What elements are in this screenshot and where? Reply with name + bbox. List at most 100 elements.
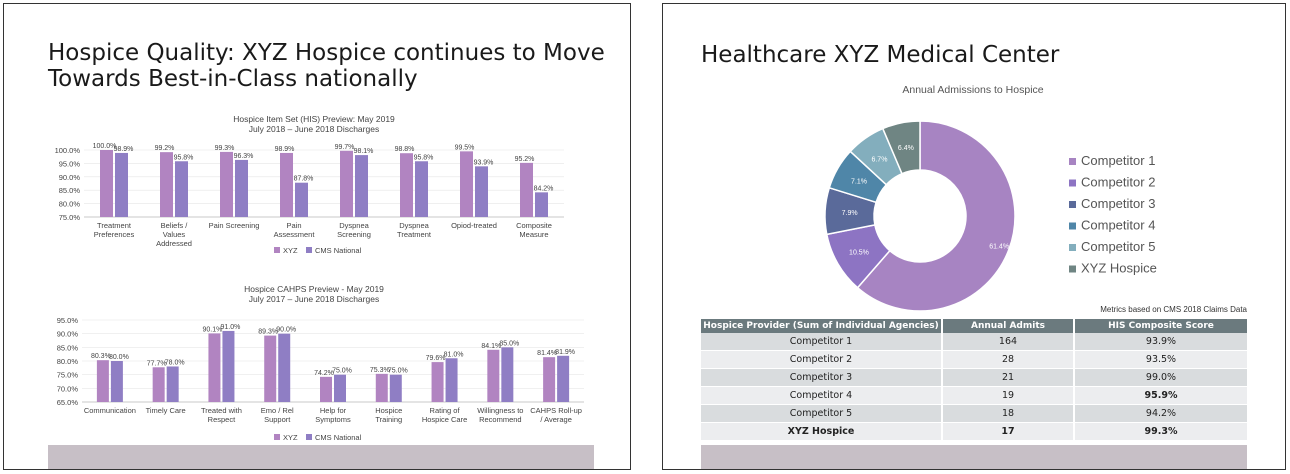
bar-xyz bbox=[220, 151, 233, 217]
data-label: 84.1% bbox=[481, 343, 501, 350]
data-label: 75.0% bbox=[388, 368, 408, 375]
data-label: 80.3% bbox=[91, 353, 111, 360]
category-label: Preferences bbox=[94, 230, 135, 239]
provider-cell: Competitor 2 bbox=[701, 350, 942, 369]
donut-title: Annual Admissions to Hospice bbox=[902, 84, 1043, 96]
hospice-provider-table: Hospice Provider (Sum of Individual Agen… bbox=[701, 319, 1247, 441]
data-label: 98.8% bbox=[395, 146, 415, 153]
category-label: Emo / Rel bbox=[261, 406, 294, 415]
provider-cell: Competitor 3 bbox=[701, 368, 942, 387]
data-label: 99.7% bbox=[335, 144, 355, 151]
category-label: Timely Care bbox=[146, 406, 186, 415]
admits-cell: 19 bbox=[941, 386, 1074, 405]
y-tick-label: 75.0% bbox=[57, 371, 79, 380]
category-label: Rating of bbox=[430, 406, 461, 415]
bar-cms bbox=[334, 374, 346, 402]
data-label: 90.0% bbox=[276, 327, 296, 334]
data-label: 81.9% bbox=[555, 349, 575, 356]
data-label: 81.0% bbox=[444, 351, 464, 358]
category-label: Dyspnea bbox=[339, 221, 369, 230]
data-label: 87.8% bbox=[294, 176, 314, 183]
admissions-donut-chart: Annual Admissions to Hospice 61.4% 10.5% 7.… bbox=[824, 84, 1157, 312]
admits-cell: 17 bbox=[941, 422, 1074, 441]
data-label: 95.8% bbox=[414, 154, 434, 161]
category-label: Hospice Care bbox=[422, 415, 467, 424]
category-label: Measure bbox=[519, 230, 548, 239]
category-label: Composite bbox=[516, 221, 552, 230]
data-label: 79.6% bbox=[426, 355, 446, 362]
bar-xyz bbox=[320, 376, 332, 402]
slide-medical-center: Healthcare XYZ Medical Center Annual Adm… bbox=[662, 3, 1286, 470]
bar-xyz bbox=[431, 362, 444, 402]
category-label: Symptoms bbox=[315, 415, 351, 424]
legend-label: Competitor 4 bbox=[1081, 218, 1155, 233]
legend-label: Competitor 2 bbox=[1081, 175, 1155, 190]
data-label: 78.0% bbox=[165, 359, 185, 366]
bar-xyz bbox=[487, 349, 500, 402]
admits-cell: 21 bbox=[941, 368, 1074, 387]
chart-subtitle: July 2017 – June 2018 Discharges bbox=[249, 294, 379, 304]
bar-cms bbox=[415, 161, 428, 217]
category-label: Pain bbox=[286, 221, 301, 230]
score-cell: 99.0% bbox=[1073, 368, 1247, 387]
data-label: 93.9% bbox=[474, 159, 494, 166]
bar-xyz bbox=[543, 357, 556, 402]
data-label: 99.5% bbox=[455, 144, 475, 151]
bar-cms bbox=[278, 333, 291, 402]
category-label: Respect bbox=[208, 415, 236, 424]
slide-title: Hospice Quality: XYZ Hospice continues t… bbox=[48, 40, 605, 92]
category-label: Beliefs / bbox=[161, 221, 189, 230]
table-row: Competitor 5 18 94.2% bbox=[701, 404, 1247, 423]
category-label: Hospice bbox=[375, 406, 402, 415]
bar-cms bbox=[501, 347, 514, 402]
legend-label: CMS National bbox=[315, 433, 362, 442]
slice-label: 7.9% bbox=[842, 210, 858, 217]
table-row: Competitor 2 28 93.5% bbox=[701, 350, 1247, 369]
admits-cell: 18 bbox=[941, 404, 1074, 423]
data-label: 85.0% bbox=[499, 340, 519, 347]
chart-title: Hospice Item Set (HIS) Preview: May 2019 bbox=[233, 114, 395, 124]
category-label: Dyspnea bbox=[399, 221, 429, 230]
y-tick-label: 85.0% bbox=[59, 186, 81, 195]
legend-swatch bbox=[306, 434, 312, 440]
legend-swatch bbox=[274, 247, 280, 253]
category-label: Support bbox=[264, 415, 291, 424]
category-label: Opiod-treated bbox=[451, 221, 497, 230]
score-cell: 99.3% bbox=[1073, 422, 1247, 441]
data-label: 75.3% bbox=[370, 367, 390, 374]
legend-swatch bbox=[1069, 201, 1076, 208]
category-label: Recommend bbox=[479, 415, 522, 424]
category-label: CAHPS Roll-up bbox=[530, 406, 582, 415]
category-label: Assessment bbox=[274, 230, 316, 239]
y-tick-label: 95.0% bbox=[57, 316, 79, 325]
data-label: 95.8% bbox=[174, 154, 194, 161]
bar-cms bbox=[222, 330, 235, 402]
table-row: XYZ Hospice 17 99.3% bbox=[701, 422, 1247, 441]
bar-xyz bbox=[96, 360, 109, 402]
bar-xyz bbox=[520, 162, 533, 217]
legend-label: Competitor 5 bbox=[1081, 239, 1155, 254]
category-label: Values bbox=[163, 230, 186, 239]
y-tick-label: 80.0% bbox=[57, 357, 79, 366]
legend-label: XYZ Hospice bbox=[1081, 261, 1157, 276]
y-tick-label: 90.0% bbox=[59, 173, 81, 182]
header-provider: Hospice Provider (Sum of Individual Agen… bbox=[701, 319, 942, 333]
legend-swatch bbox=[1069, 179, 1076, 187]
legend-swatch bbox=[306, 247, 312, 253]
legend-swatch bbox=[1069, 244, 1076, 251]
y-tick-label: 65.0% bbox=[57, 398, 79, 407]
bar-cms bbox=[355, 155, 368, 217]
bar-xyz bbox=[264, 335, 277, 402]
data-label: 96.3% bbox=[234, 153, 254, 160]
data-label: 98.9% bbox=[275, 146, 295, 153]
table-row: Competitor 3 21 99.0% bbox=[701, 368, 1247, 387]
score-cell: 93.5% bbox=[1073, 350, 1247, 369]
data-label: 89.3% bbox=[258, 329, 278, 336]
data-label: 75.0% bbox=[332, 368, 352, 375]
bar-xyz bbox=[152, 367, 165, 402]
data-label: 80.0% bbox=[109, 354, 129, 361]
footer-bar bbox=[48, 445, 594, 469]
table-row: Competitor 4 19 95.9% bbox=[701, 386, 1247, 405]
bar-xyz bbox=[100, 150, 113, 217]
bar-cms bbox=[295, 182, 308, 217]
